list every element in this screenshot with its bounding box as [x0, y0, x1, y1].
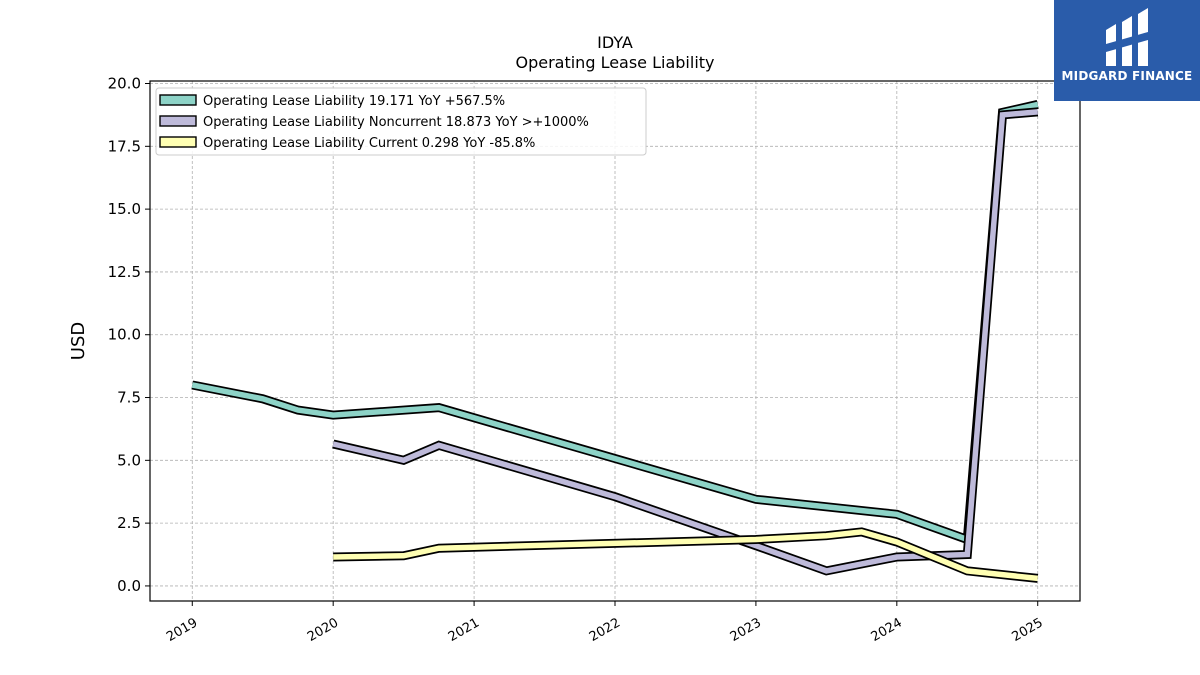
legend-entry: Operating Lease Liability 19.171 YoY +56…: [159, 94, 505, 109]
y-tick-label: 17.5: [108, 137, 141, 155]
brand-name: MIDGARD FINANCE: [1061, 69, 1193, 83]
y-axis-label: USD: [68, 322, 89, 360]
series-lines: [191, 100, 1039, 583]
legend-box: [155, 87, 647, 156]
legend-entry: Operating Lease Liability Noncurrent 18.…: [159, 115, 589, 130]
y-tick-label: 20.0: [108, 75, 141, 93]
x-tick-label: 2021: [446, 615, 482, 645]
y-tick-label: 12.5: [108, 263, 141, 281]
y-tick-label: 5.0: [117, 451, 141, 469]
x-tick-label: 2019: [164, 615, 200, 645]
chart-title: IDYA: [597, 33, 633, 52]
series-line: [332, 109, 1038, 574]
x-axis-ticks: 2019 2020 2021 2022 2023 2024 2025: [164, 601, 1046, 645]
series-1: [332, 107, 1039, 576]
legend-label: Operating Lease Liability Current 0.298 …: [203, 136, 535, 151]
x-tick-label: 2024: [869, 615, 905, 645]
x-tick-label: 2020: [305, 615, 341, 645]
y-axis-ticks: 0.0 2.5 5.0 7.5 10.0 12.5 15.0 17.5 20.0: [108, 75, 150, 595]
series-2: [333, 527, 1039, 583]
series-line: [333, 529, 1038, 582]
y-tick-label: 7.5: [117, 389, 141, 407]
y-tick-label: 15.0: [108, 200, 141, 218]
legend-swatch: [159, 115, 197, 127]
y-tick-label: 0.0: [117, 577, 141, 595]
x-tick-label: 2023: [728, 615, 764, 645]
legend-swatch: [159, 94, 197, 106]
legend-entry: Operating Lease Liability Current 0.298 …: [159, 136, 535, 151]
x-tick-label: 2025: [1010, 615, 1046, 645]
grid-lines: [150, 81, 1080, 601]
y-tick-label: 2.5: [117, 514, 141, 532]
x-tick-label: 2022: [587, 615, 623, 645]
brand-logo: MIDGARD FINANCE: [1054, 0, 1200, 101]
legend-label: Operating Lease Liability Noncurrent 18.…: [203, 115, 589, 130]
series-outline: [332, 107, 1039, 576]
legend-label: Operating Lease Liability 19.171 YoY +56…: [203, 94, 505, 109]
y-tick-label: 10.0: [108, 326, 141, 344]
chart-subtitle: Operating Lease Liability: [515, 53, 714, 72]
midgard-logo-icon: [1106, 8, 1148, 66]
legend-swatch: [159, 136, 197, 148]
legend: Operating Lease Liability 19.171 YoY +56…: [155, 87, 647, 156]
